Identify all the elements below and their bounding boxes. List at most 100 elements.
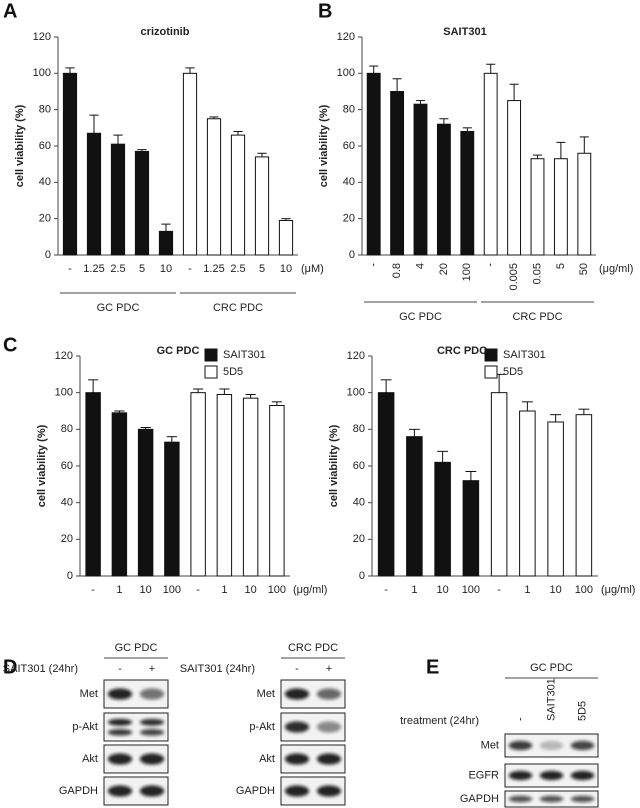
legend-swatch bbox=[484, 365, 498, 379]
blot-band bbox=[284, 721, 310, 733]
x-tick-label: 0.05 bbox=[531, 263, 543, 284]
blot-band bbox=[139, 753, 165, 765]
x-tick-label: 10 bbox=[550, 584, 562, 596]
blot-band bbox=[139, 718, 165, 726]
legend-label: 5D5 bbox=[503, 366, 523, 378]
x-tick-label: 1 bbox=[221, 584, 227, 596]
group-label: CRC PDC bbox=[512, 311, 562, 323]
y-tick-label: 0 bbox=[359, 570, 365, 582]
blot-band bbox=[570, 795, 595, 803]
y-tick-label: 60 bbox=[61, 460, 73, 472]
legend-label: 5D5 bbox=[223, 366, 243, 378]
blot-row-label: p-Akt bbox=[249, 721, 275, 733]
blot-band bbox=[316, 785, 342, 797]
blot-row-label: Met bbox=[257, 688, 275, 700]
x-unit: (μM) bbox=[301, 263, 324, 275]
blot-band bbox=[139, 785, 165, 797]
blot-band bbox=[508, 740, 533, 751]
legend-label: SAIT301 bbox=[503, 349, 546, 361]
blot-treatment: treatment (24hr) bbox=[400, 715, 479, 727]
y-tick-label: 40 bbox=[353, 497, 365, 509]
bar bbox=[254, 156, 270, 256]
blot-title: GC PDC bbox=[530, 662, 573, 674]
blot-row-label: p-Akt bbox=[72, 721, 98, 733]
bar bbox=[519, 410, 536, 577]
bar bbox=[575, 414, 593, 577]
x-tick-label: 10 bbox=[160, 263, 172, 275]
bar bbox=[111, 412, 128, 577]
bar bbox=[190, 392, 206, 577]
y-tick-label: 60 bbox=[39, 140, 51, 152]
x-tick-label: - bbox=[68, 263, 72, 275]
blot-band bbox=[139, 728, 165, 736]
blot-band bbox=[316, 753, 342, 765]
blot-band bbox=[570, 740, 595, 751]
legend-swatch bbox=[204, 365, 218, 379]
blot-row-label: GAPDH bbox=[59, 785, 98, 797]
y-axis-label: cell viability (%) bbox=[328, 424, 340, 507]
blot-band bbox=[284, 688, 310, 700]
blot-band bbox=[107, 728, 133, 736]
y-axis-label: cell viability (%) bbox=[14, 104, 26, 187]
y-tick-label: 0 bbox=[45, 249, 51, 261]
blot-row-label: Met bbox=[80, 688, 98, 700]
x-unit: (μg/ml) bbox=[293, 584, 327, 596]
x-tick-label: 1.25 bbox=[83, 263, 104, 275]
x-tick-label: 0.005 bbox=[508, 263, 520, 291]
x-tick-label: 10 bbox=[140, 584, 152, 596]
blot-row-label: Akt bbox=[259, 753, 275, 765]
y-tick-label: 20 bbox=[353, 533, 365, 545]
x-tick-label: 10 bbox=[245, 584, 257, 596]
y-tick-label: 20 bbox=[343, 213, 355, 225]
y-axis-label: cell viability (%) bbox=[318, 104, 330, 187]
lane-label: + bbox=[326, 663, 332, 675]
blot-band bbox=[316, 721, 342, 733]
bar bbox=[413, 103, 428, 256]
bar bbox=[377, 392, 395, 577]
bar bbox=[406, 436, 423, 577]
bar bbox=[110, 143, 126, 256]
lane-label: - bbox=[118, 663, 122, 675]
chart-title: SAIT301 bbox=[443, 26, 486, 38]
x-tick-label: - bbox=[188, 263, 192, 275]
x-tick-label: 100 bbox=[461, 263, 473, 281]
x-tick-label: 20 bbox=[438, 263, 450, 275]
legend-swatch bbox=[204, 348, 218, 362]
panel-label: E bbox=[426, 656, 439, 678]
y-tick-label: 40 bbox=[343, 176, 355, 188]
legend-swatch bbox=[484, 348, 498, 362]
y-tick-label: 100 bbox=[347, 387, 365, 399]
bar bbox=[269, 405, 285, 577]
bar bbox=[230, 134, 246, 256]
x-tick-label: 2.5 bbox=[230, 263, 245, 275]
x-tick-label: 1 bbox=[116, 584, 122, 596]
bar bbox=[547, 421, 564, 577]
x-tick-label: - bbox=[368, 263, 380, 267]
bar bbox=[434, 461, 451, 577]
bar bbox=[436, 123, 451, 256]
x-tick-label: 100 bbox=[462, 584, 480, 596]
blot-band bbox=[107, 753, 133, 765]
blot-band bbox=[570, 770, 595, 781]
x-tick-label: - bbox=[485, 263, 497, 267]
bar bbox=[462, 480, 480, 577]
y-tick-label: 80 bbox=[39, 104, 51, 116]
y-tick-label: 80 bbox=[343, 104, 355, 116]
bar bbox=[164, 441, 180, 577]
x-tick-label: 5 bbox=[555, 263, 567, 269]
blot-row-label: Met bbox=[481, 739, 499, 751]
blot-band bbox=[139, 688, 165, 700]
y-tick-label: 0 bbox=[349, 249, 355, 261]
blot-title: CRC PDC bbox=[288, 642, 338, 654]
blot-band bbox=[539, 740, 564, 751]
x-tick-label: 1.25 bbox=[203, 263, 224, 275]
y-tick-label: 120 bbox=[55, 350, 73, 362]
y-tick-label: 40 bbox=[39, 176, 51, 188]
bar bbox=[85, 392, 101, 577]
bar bbox=[460, 130, 475, 256]
x-tick-label: 50 bbox=[578, 263, 590, 275]
x-tick-label: 10 bbox=[280, 263, 292, 275]
panel-label: D bbox=[3, 656, 17, 678]
y-tick-label: 0 bbox=[67, 570, 73, 582]
bar bbox=[182, 72, 198, 256]
